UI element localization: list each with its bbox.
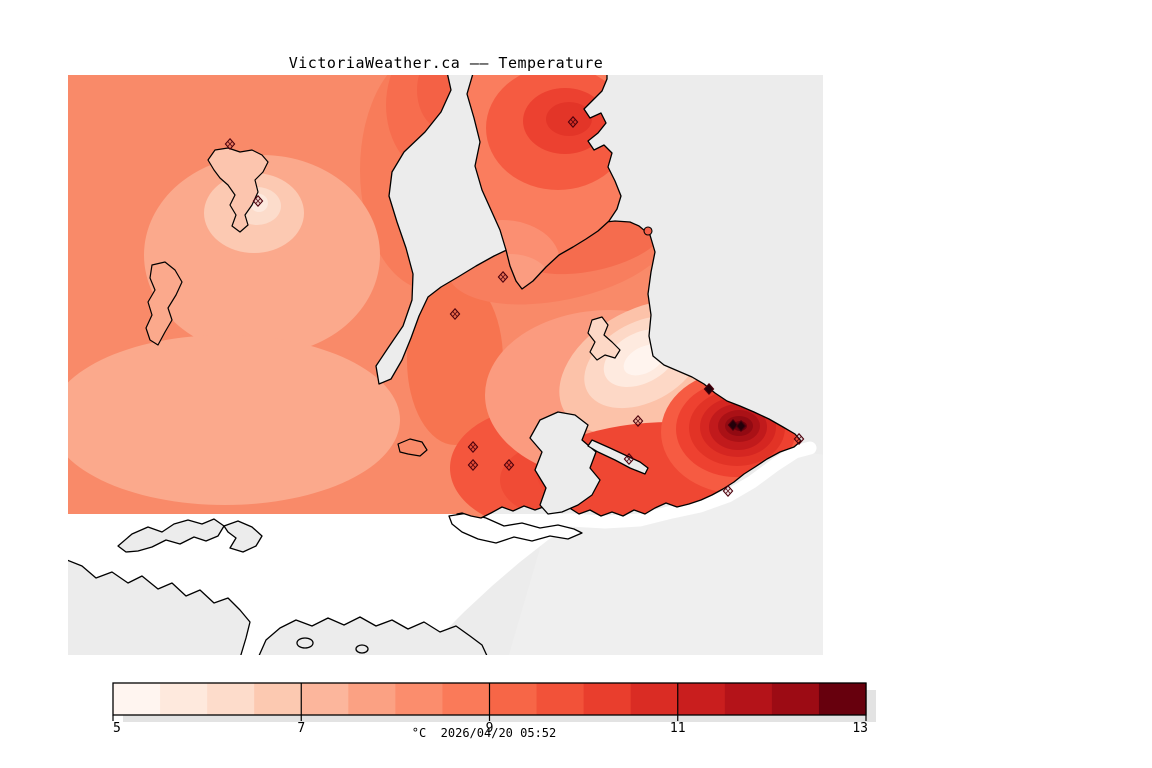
- colorbar-segment: [630, 683, 679, 715]
- station-marker: [632, 414, 644, 428]
- colorbar-segment: [536, 683, 585, 715]
- headland-outline: [448, 512, 583, 544]
- colorbar-segment: [677, 683, 726, 715]
- colorbar-tick-label: 9: [486, 721, 494, 736]
- station-marker: [497, 270, 509, 284]
- colorbar-tick-label: 7: [297, 721, 305, 736]
- station-marker: [224, 137, 236, 151]
- station-marker: [703, 382, 715, 396]
- colorbar-segment: [818, 683, 867, 715]
- station-markers: [224, 115, 805, 498]
- colorbar-segment: [207, 683, 255, 715]
- colorbar: 5 7 9 11 13: [112, 682, 876, 736]
- colorbar-segment: [771, 683, 820, 715]
- islet: [643, 226, 653, 236]
- lakes: [145, 147, 621, 457]
- colorbar-segment: [254, 683, 302, 715]
- station-marker: [722, 484, 734, 498]
- colorbar-segment: [348, 683, 396, 715]
- coastline-vancouver-island: [375, 75, 802, 519]
- station-marker: [449, 307, 461, 321]
- colorbar-segments: [113, 683, 867, 715]
- page-title: VictoriaWeather.ca —— Temperature: [288, 54, 604, 72]
- station-marker: [567, 115, 579, 129]
- colorbar-segment: [442, 683, 491, 715]
- strait-region-east: [508, 452, 823, 655]
- colorbar-border: [112, 682, 867, 716]
- harbour-water: [529, 411, 649, 515]
- colorbar-segment: [583, 683, 632, 715]
- station-marker: [252, 194, 264, 208]
- colorbar-tick-label: 13: [852, 721, 868, 736]
- map-area: [68, 75, 823, 655]
- colorbar-tick-label: 5: [113, 721, 121, 736]
- colorbar-segment: [301, 683, 349, 715]
- station-marker: [623, 452, 635, 466]
- coastline-island: [466, 75, 622, 290]
- colorbar-segment: [489, 683, 538, 715]
- station-marker: [793, 432, 805, 446]
- station-marker: [467, 458, 479, 472]
- colorbar-segment: [724, 683, 773, 715]
- station-marker: [467, 440, 479, 454]
- station-marker: [727, 418, 739, 432]
- colorbar-segment: [160, 683, 208, 715]
- colorbar-segment: [113, 683, 161, 715]
- station-marker: [503, 458, 515, 472]
- station-marker: [735, 419, 747, 433]
- units-timestamp-label: °C 2026/04/20 05:52: [411, 726, 557, 740]
- colorbar-tick-labels: 5 7 9 11 13: [113, 721, 868, 736]
- south-shore-land: [68, 512, 583, 655]
- colorbar-tick-label: 11: [670, 721, 686, 736]
- colorbar-segment: [395, 683, 444, 715]
- coastal-no-data-band: [459, 441, 817, 531]
- colorbar-ticks: [112, 683, 867, 721]
- mild-zone-duncan: [144, 155, 380, 355]
